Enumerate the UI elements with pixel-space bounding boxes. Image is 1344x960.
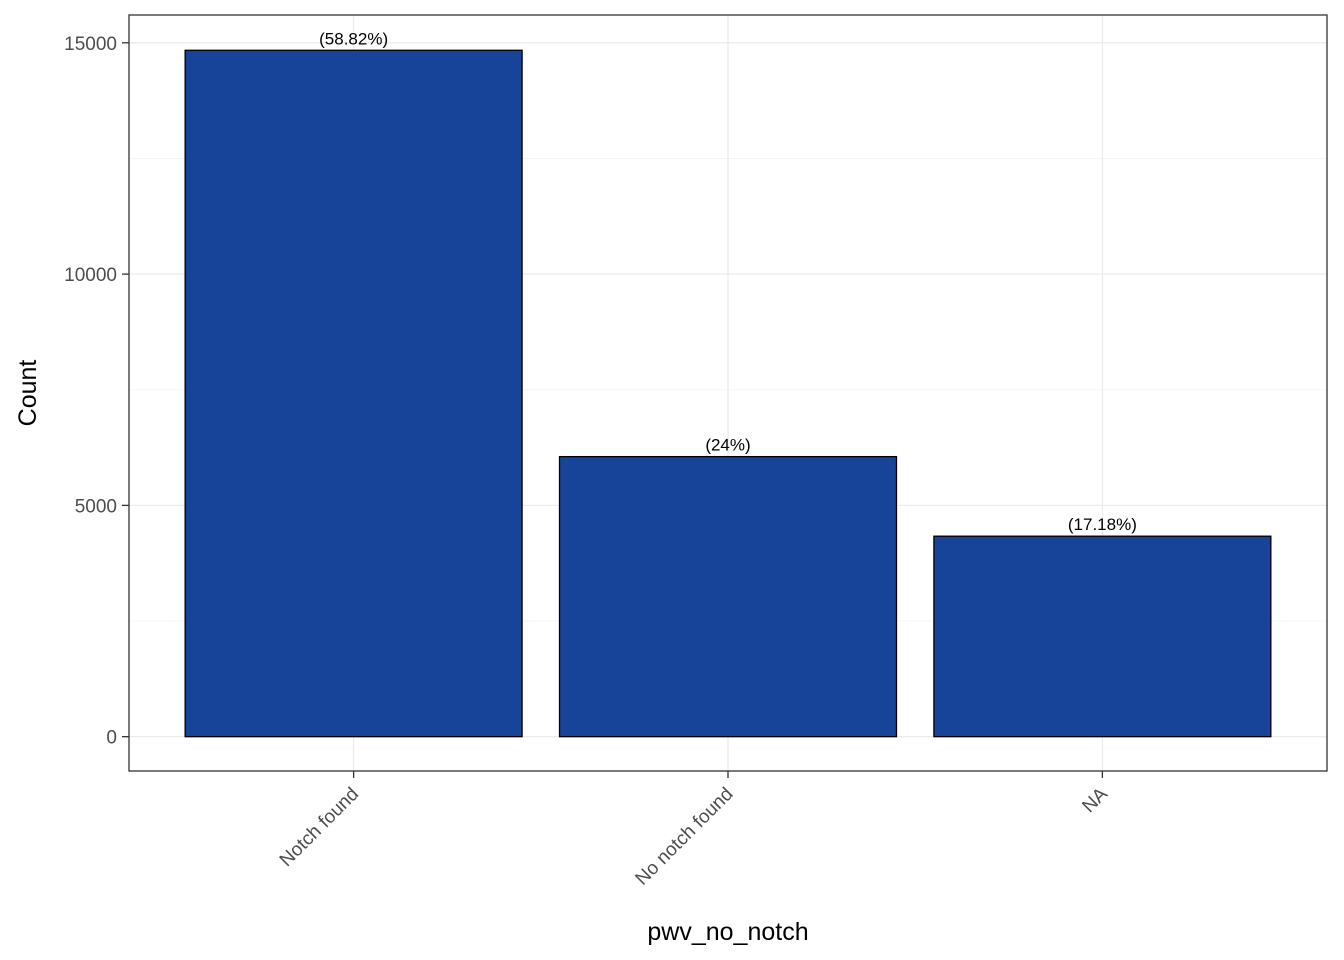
bar-data-label: (17.18%) xyxy=(1068,515,1137,534)
y-tick-label: 5000 xyxy=(75,496,117,517)
bar xyxy=(558,455,898,738)
bar xyxy=(184,49,523,738)
y-tick-label: 15000 xyxy=(64,34,117,55)
y-tick-label: 0 xyxy=(106,728,117,749)
x-tick-label: No notch found xyxy=(632,784,738,890)
bar-data-label: (58.82%) xyxy=(319,29,388,48)
x-tick-label: NA xyxy=(1078,783,1112,817)
bars xyxy=(184,49,1272,738)
bar-data-label: (24%) xyxy=(705,436,750,455)
bar xyxy=(933,535,1272,738)
x-tick-label: Notch found xyxy=(276,784,363,871)
y-axis-title: Count xyxy=(14,360,42,427)
y-axis: 0 5000 10000 15000 xyxy=(64,34,129,749)
x-axis: Notch found No notch found NA xyxy=(276,771,1112,890)
x-axis-title: pwv_no_notch xyxy=(647,918,808,946)
y-tick-label: 10000 xyxy=(64,265,117,286)
data-labels: (58.82%) (24%) (17.18%) xyxy=(319,29,1137,534)
